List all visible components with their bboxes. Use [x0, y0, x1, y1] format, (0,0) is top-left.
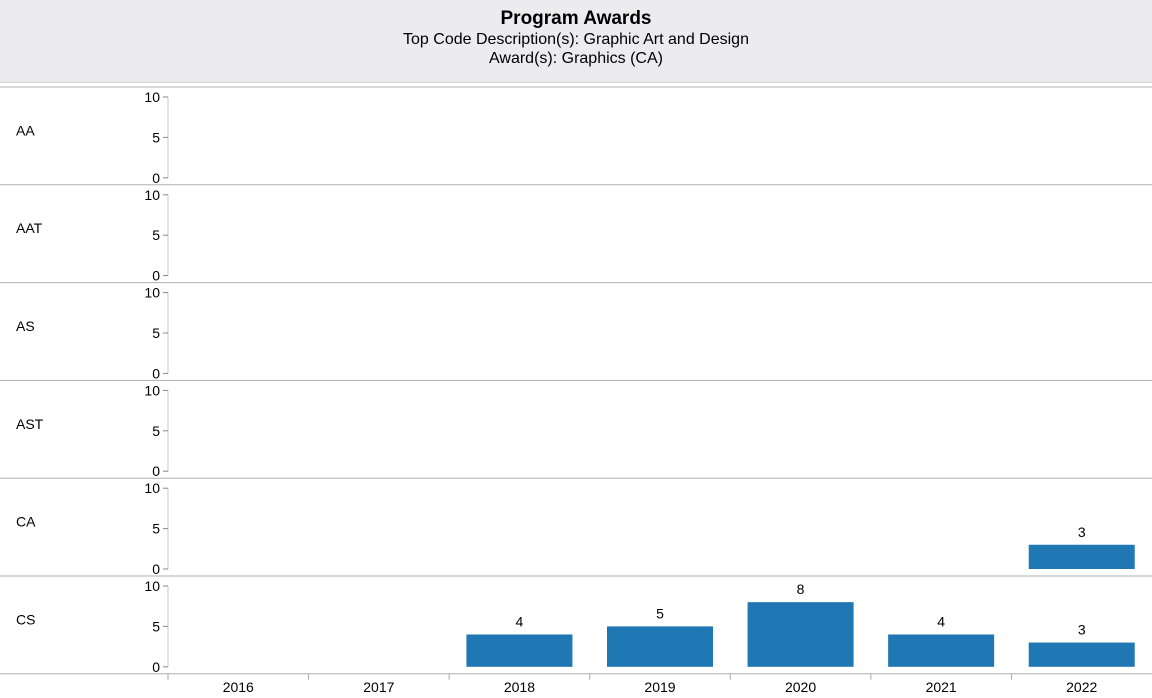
y-tick-label: 10 — [144, 285, 160, 301]
chart-subtitle-line-1: Top Code Description(s): Graphic Art and… — [403, 31, 749, 48]
bar-cs-2019 — [607, 626, 713, 667]
bar-cs-2022 — [1028, 642, 1135, 667]
row-label-cs: CS — [16, 611, 35, 627]
y-tick-label: 5 — [152, 325, 160, 341]
y-tick-label: 0 — [152, 463, 160, 479]
bar-cs-2018 — [466, 634, 573, 667]
x-tick-label-2019: 2019 — [644, 679, 675, 695]
y-tick-label: 5 — [152, 227, 160, 243]
y-tick-label: 10 — [144, 187, 160, 203]
bar-cs-2020 — [747, 602, 854, 667]
y-tick-label: 10 — [144, 382, 160, 398]
x-tick-label-2021: 2021 — [926, 679, 957, 695]
y-tick-label: 10 — [144, 480, 160, 496]
chart-title: Program Awards — [500, 8, 652, 29]
y-tick-label: 5 — [152, 521, 160, 537]
y-tick-label: 0 — [152, 365, 160, 381]
data-label-cs-2021: 4 — [937, 613, 945, 629]
data-label-cs-2019: 5 — [656, 605, 664, 621]
x-tick-label-2022: 2022 — [1066, 679, 1097, 695]
row-label-ca: CA — [16, 514, 36, 530]
chart-header: Program Awards Top Code Description(s): … — [0, 0, 1152, 83]
y-tick-label: 5 — [152, 423, 160, 439]
y-tick-label: 0 — [152, 268, 160, 284]
x-tick-label-2017: 2017 — [363, 679, 394, 695]
bar-cs-2021 — [888, 634, 995, 667]
y-tick-label: 0 — [152, 561, 160, 577]
y-tick-label: 10 — [144, 89, 160, 105]
row-label-as: AS — [16, 318, 35, 334]
row-label-ast: AST — [16, 416, 44, 432]
y-tick-label: 0 — [152, 170, 160, 186]
x-tick-label-2018: 2018 — [504, 679, 535, 695]
row-label-aa: AA — [16, 122, 35, 138]
bar-ca-2022 — [1028, 544, 1135, 569]
x-tick-label-2016: 2016 — [223, 679, 254, 695]
data-label-cs-2022: 3 — [1078, 622, 1086, 638]
data-label-ca-2022: 3 — [1078, 524, 1086, 540]
y-tick-label: 0 — [152, 659, 160, 675]
y-tick-label: 10 — [144, 578, 160, 594]
row-label-aat: AAT — [16, 220, 43, 236]
y-tick-label: 5 — [152, 618, 160, 634]
data-label-cs-2020: 8 — [797, 581, 805, 597]
data-label-cs-2018: 4 — [516, 613, 524, 629]
y-tick-label: 5 — [152, 129, 160, 145]
x-tick-label-2020: 2020 — [785, 679, 816, 695]
chart-subtitle-line-2: Award(s): Graphics (CA) — [489, 50, 663, 67]
